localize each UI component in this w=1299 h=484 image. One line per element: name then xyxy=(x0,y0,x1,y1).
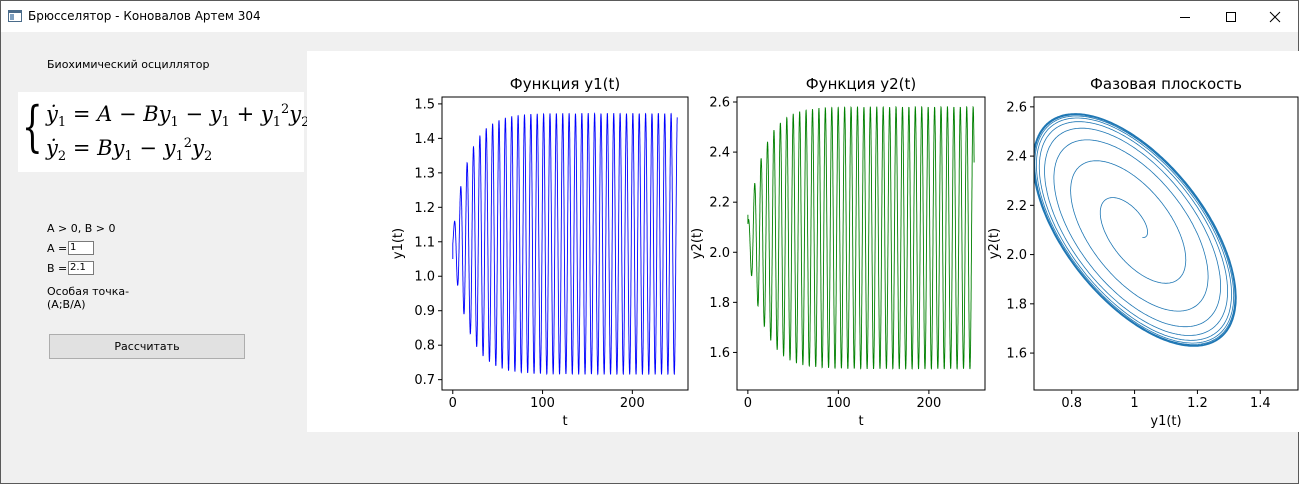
y-tick-label: 2.0 xyxy=(709,246,730,261)
y-tick-label: 2.2 xyxy=(709,196,730,211)
app-icon xyxy=(8,10,22,22)
series-line xyxy=(1034,113,1237,347)
y-tick-label: 1.5 xyxy=(414,97,435,112)
y-axis-label: y2(t) xyxy=(690,228,705,259)
window-title: Брюсселятор - Коновалов Артем 304 xyxy=(28,9,261,23)
equation-line-1: ẏ1 = A − By1 − y1 + y12y2 xyxy=(46,102,310,131)
y-tick-label: 1.8 xyxy=(1006,297,1027,312)
a-input[interactable] xyxy=(68,241,94,255)
y-tick-label: 2.0 xyxy=(1006,248,1027,263)
minimize-button[interactable] xyxy=(1162,1,1208,32)
minimize-icon xyxy=(1180,17,1190,18)
axes-frame xyxy=(441,96,689,391)
series-line xyxy=(452,112,678,376)
equation-brace: { xyxy=(22,95,43,158)
axes-frame xyxy=(1033,96,1299,391)
y-tick-label: 0.8 xyxy=(414,339,435,354)
singular-point-label: Особая точка- xyxy=(47,285,130,298)
x-tick-label: 1.4 xyxy=(1250,396,1271,411)
series-line xyxy=(747,105,975,370)
close-icon xyxy=(1269,11,1281,23)
x-tick-label: 1 xyxy=(1130,396,1138,411)
y-axis-label: y1(t) xyxy=(391,228,406,259)
y-tick-label: 2.4 xyxy=(709,146,730,161)
y-tick-label: 1.3 xyxy=(414,166,435,181)
x-tick-label: 100 xyxy=(826,396,851,411)
y-tick-label: 2.4 xyxy=(1006,150,1027,165)
chart-title: Фазовая плоскость xyxy=(1090,75,1242,93)
y-axis-label: y2(t) xyxy=(987,228,1002,259)
maximize-icon xyxy=(1226,12,1236,22)
chart-title: Функция y1(t) xyxy=(510,75,620,93)
maximize-button[interactable] xyxy=(1208,1,1254,32)
close-button[interactable] xyxy=(1252,1,1298,32)
title-bar[interactable]: Брюсселятор - Коновалов Артем 304 xyxy=(1,1,1298,32)
y-tick-label: 1.0 xyxy=(414,270,435,285)
conditions-label: A > 0, B > 0 xyxy=(47,222,116,235)
a-label: A = xyxy=(47,242,68,255)
y-tick-label: 2.6 xyxy=(709,96,730,111)
x-tick-label: 0.8 xyxy=(1061,396,1082,411)
equation-line-2: ẏ2 = By1 − y12y2 xyxy=(46,136,213,165)
y-tick-label: 1.6 xyxy=(1006,347,1027,362)
y-tick-label: 1.1 xyxy=(414,235,435,250)
calculate-button[interactable]: Рассчитать xyxy=(49,334,245,359)
plot-canvas: 0 100 200 0.7 0.8 0.9 1.0 1.1 1.2 1.3 1.4 1.5 Функци… xyxy=(307,51,1299,432)
y-tick-label: 1.6 xyxy=(709,346,730,361)
x-tick-label: 1.2 xyxy=(1187,396,1208,411)
plots-svg: 0 100 200 0.7 0.8 0.9 1.0 1.1 1.2 1.3 1.4 1.5 Функци… xyxy=(391,75,1299,429)
y-tick-label: 1.2 xyxy=(414,201,435,216)
y-tick-label: 1.4 xyxy=(414,132,435,147)
x-tick-label: 200 xyxy=(916,396,941,411)
x-axis-label: t xyxy=(858,414,863,429)
x-tick-label: 0 xyxy=(744,396,752,411)
x-tick-label: 100 xyxy=(530,396,555,411)
y-tick-label: 2.6 xyxy=(1006,100,1027,115)
y-tick-label: 1.8 xyxy=(709,296,730,311)
x-tick-label: 0 xyxy=(449,396,457,411)
singular-point-formula: (A;B/A) xyxy=(47,298,86,311)
heading-label: Биохимический осциллятор xyxy=(47,58,210,71)
y-tick-label: 2.2 xyxy=(1006,199,1027,214)
b-label: B = xyxy=(47,262,68,275)
x-axis-label: y1(t) xyxy=(1150,414,1181,429)
axes-frame xyxy=(736,96,986,391)
chart-title: Функция y2(t) xyxy=(806,75,916,93)
equation-image: { ẏ1 = A − By1 − y1 + y12y2 ẏ2 = By1 −… xyxy=(18,92,309,172)
b-input[interactable] xyxy=(68,261,94,275)
y-tick-label: 0.9 xyxy=(414,304,435,319)
x-tick-label: 200 xyxy=(620,396,645,411)
x-axis-label: t xyxy=(562,414,567,429)
y-tick-label: 0.7 xyxy=(414,373,435,388)
